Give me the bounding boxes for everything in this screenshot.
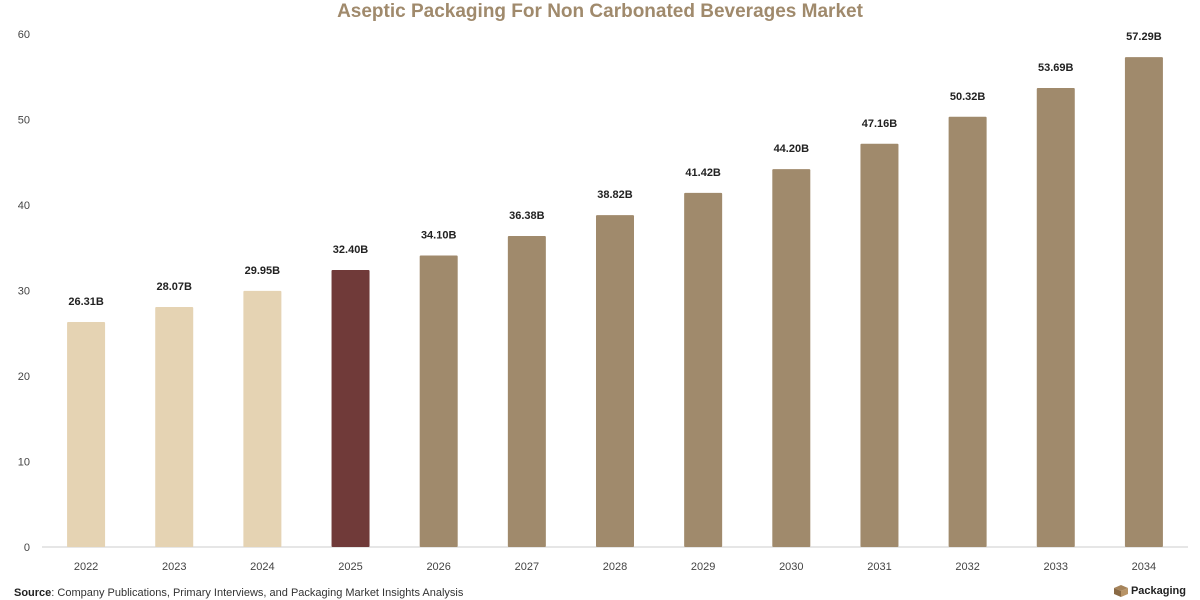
source-note: Source: Company Publications, Primary In…: [14, 587, 463, 599]
bar-chart: 010203040506026.31B202228.07B202329.95B2…: [18, 29, 1188, 573]
bar-2028: [596, 215, 634, 548]
packaging-logo: Packaging: [1113, 585, 1186, 597]
data-label: 50.32B: [950, 91, 986, 103]
x-tick-label: 2023: [162, 561, 186, 573]
box-icon: [1113, 585, 1128, 597]
data-label: 57.29B: [1126, 31, 1162, 43]
y-tick-label: 50: [18, 115, 30, 127]
logo-text: Packaging: [1130, 585, 1186, 597]
y-tick-label: 30: [18, 286, 30, 298]
bar-2029: [684, 192, 723, 547]
x-tick-label: 2022: [74, 561, 98, 573]
bar-2026: [419, 255, 458, 547]
x-tick-label: 2034: [1132, 561, 1156, 573]
x-tick-label: 2030: [779, 561, 803, 573]
x-tick-label: 2029: [691, 561, 715, 573]
data-label: 41.42B: [685, 167, 721, 179]
source-text: : Company Publications, Primary Intervie…: [51, 587, 464, 599]
bar-2031: [860, 143, 899, 548]
y-tick-label: 10: [18, 457, 30, 469]
data-label: 34.10B: [421, 229, 457, 241]
bar-2034: [1124, 57, 1163, 547]
x-tick-label: 2032: [955, 561, 979, 573]
x-tick-label: 2026: [426, 561, 450, 573]
data-label: 29.95B: [245, 265, 281, 277]
chart-title: Aseptic Packaging For Non Carbonated Bev…: [337, 1, 863, 22]
data-label: 44.20B: [774, 143, 810, 155]
bar-2033: [1036, 87, 1075, 547]
data-label: 38.82B: [597, 189, 633, 201]
y-tick-label: 40: [18, 200, 30, 212]
data-label: 53.69B: [1038, 62, 1074, 74]
source-label: Source: [14, 587, 52, 599]
bar-2025: [331, 269, 370, 547]
y-tick-label: 20: [18, 371, 30, 383]
y-tick-label: 0: [24, 542, 30, 554]
x-tick-label: 2024: [250, 561, 274, 573]
data-label: 32.40B: [333, 244, 369, 256]
x-tick-label: 2028: [603, 561, 627, 573]
bar-2023: [155, 307, 194, 547]
data-label: 28.07B: [156, 281, 192, 293]
data-label: 47.16B: [862, 118, 898, 130]
bar-2030: [772, 169, 811, 547]
x-tick-label: 2031: [867, 561, 891, 573]
data-label: 36.38B: [509, 210, 545, 222]
data-label: 26.31B: [68, 296, 104, 308]
bar-2022: [67, 322, 106, 547]
x-tick-label: 2027: [515, 561, 539, 573]
bar-2024: [243, 290, 282, 547]
bar-2032: [948, 116, 987, 547]
x-tick-label: 2025: [338, 561, 362, 573]
y-tick-label: 60: [18, 29, 30, 41]
bar-2027: [507, 235, 546, 548]
x-tick-label: 2033: [1044, 561, 1068, 573]
